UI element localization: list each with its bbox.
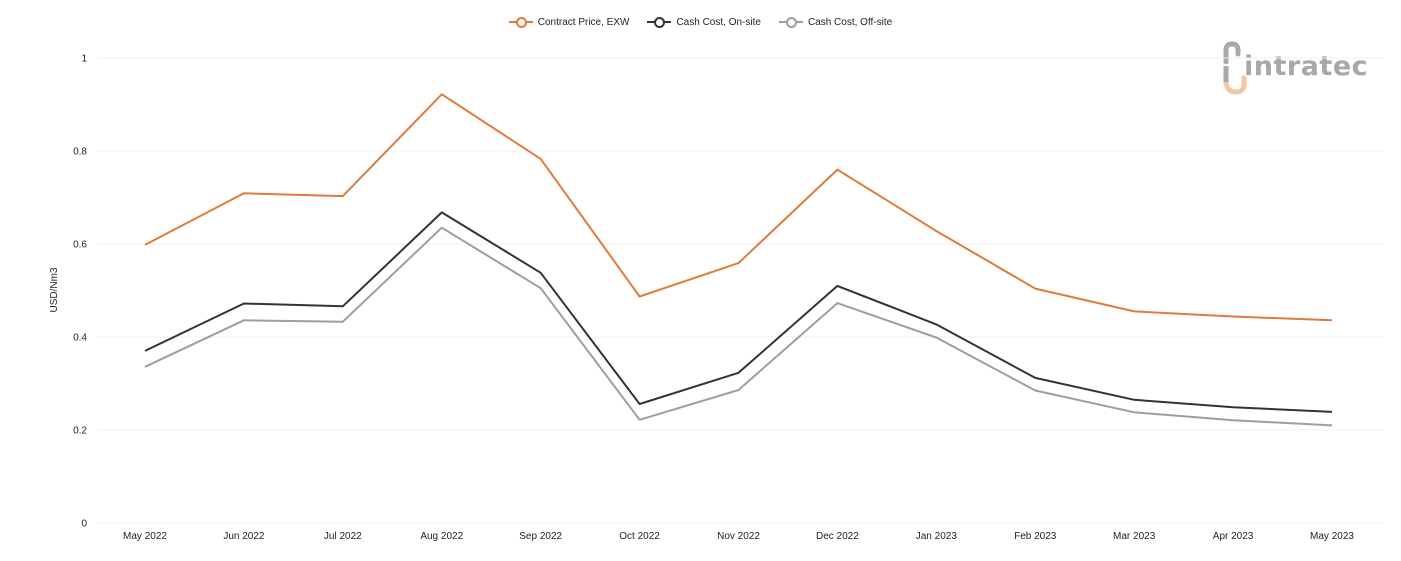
legend-item-cash-cost-on-site[interactable]: Cash Cost, On-site bbox=[647, 16, 761, 28]
intratec-logo-icon bbox=[1223, 41, 1247, 95]
x-tick-label: Jan 2023 bbox=[916, 531, 958, 542]
x-tick-label: Sep 2022 bbox=[519, 531, 562, 542]
series-line-contract-price-exw[interactable] bbox=[144, 93, 1333, 322]
series-lines bbox=[144, 93, 1333, 427]
x-tick-label: Nov 2022 bbox=[717, 531, 760, 542]
x-tick-label: May 2022 bbox=[123, 531, 167, 542]
legend-marker-icon bbox=[647, 16, 672, 28]
y-axis-label: USD/Nm3 bbox=[49, 267, 60, 312]
y-tick-label: 0.8 bbox=[73, 147, 87, 158]
y-axis-ticks: 0 0.2 0.4 0.6 0.8 1 bbox=[73, 54, 87, 530]
chart-legend: Contract Price, EXW Cash Cost, On-site C… bbox=[0, 16, 1401, 28]
x-axis-ticks: May 2022 Jun 2022 Jul 2022 Aug 2022 Sep 2022… bbox=[123, 531, 1354, 542]
legend-label: Contract Price, EXW bbox=[537, 16, 630, 28]
series-line-cash-cost-off-site[interactable] bbox=[144, 226, 1333, 427]
legend-item-cash-cost-off-site[interactable]: Cash Cost, Off-site bbox=[778, 16, 893, 28]
logo-text: intratec bbox=[1244, 51, 1369, 82]
x-tick-label: Dec 2022 bbox=[816, 531, 859, 542]
grid-lines bbox=[98, 57, 1384, 524]
x-tick-label: Jun 2022 bbox=[223, 531, 265, 542]
x-tick-label: Aug 2022 bbox=[420, 531, 463, 542]
y-tick-label: 0.2 bbox=[73, 426, 87, 437]
x-tick-label: Jul 2022 bbox=[324, 531, 362, 542]
legend-marker-icon bbox=[508, 16, 533, 28]
y-tick-label: 0.6 bbox=[73, 240, 87, 251]
legend-item-contract-price[interactable]: Contract Price, EXW bbox=[508, 16, 630, 28]
intratec-logo: intratec bbox=[1222, 40, 1372, 100]
x-tick-label: Apr 2023 bbox=[1213, 531, 1254, 542]
y-tick-label: 0 bbox=[81, 519, 87, 530]
x-tick-label: Mar 2023 bbox=[1113, 531, 1156, 542]
legend-marker-icon bbox=[778, 16, 803, 28]
x-tick-label: May 2023 bbox=[1310, 531, 1354, 542]
legend-label: Cash Cost, Off-site bbox=[807, 16, 893, 28]
y-tick-label: 1 bbox=[81, 54, 87, 65]
x-tick-label: Oct 2022 bbox=[619, 531, 660, 542]
legend-label: Cash Cost, On-site bbox=[676, 16, 761, 28]
x-tick-label: Feb 2023 bbox=[1014, 531, 1057, 542]
series-line-cash-cost-on-site[interactable] bbox=[144, 211, 1333, 413]
y-tick-label: 0.4 bbox=[73, 333, 87, 344]
